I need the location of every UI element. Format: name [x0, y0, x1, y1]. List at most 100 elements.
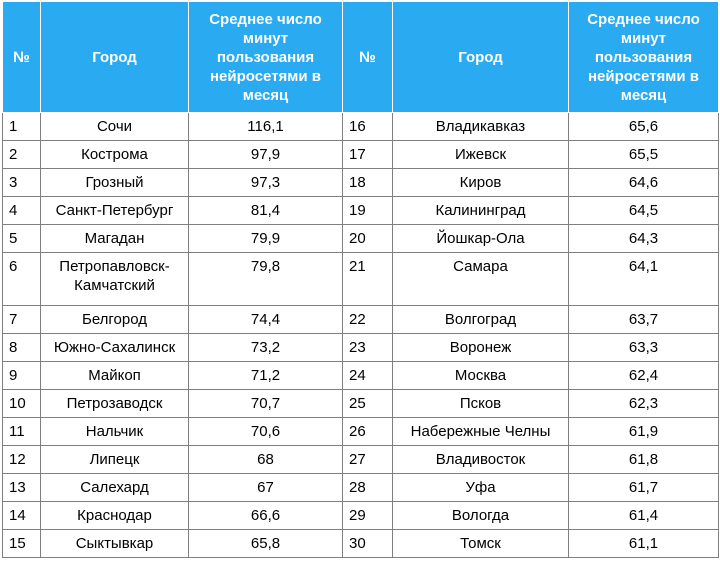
left-value-cell: 71,2 — [188, 361, 343, 390]
right-value-cell: 61,9 — [568, 417, 719, 446]
right-city-cell: Владикавказ — [392, 112, 569, 141]
right-city-cell: Волгоград — [392, 305, 569, 334]
right-city-cell: Калининград — [392, 196, 569, 225]
table-row: 12 Липецк 68 27 Владивосток 61,8 — [2, 445, 719, 474]
right-value-cell: 64,5 — [568, 196, 719, 225]
left-city-cell: Сочи — [40, 112, 189, 141]
table-row: 11 Нальчик 70,6 26 Набережные Челны 61,9 — [2, 417, 719, 446]
left-value-cell: 66,6 — [188, 501, 343, 530]
city-ranking-table: № Город Среднее число минут пользования … — [2, 1, 719, 558]
table-row: 7 Белгород 74,4 22 Волгоград 63,7 — [2, 305, 719, 334]
right-value-cell: 65,6 — [568, 112, 719, 141]
left-num-cell: 6 — [2, 252, 41, 306]
left-city-cell: Нальчик — [40, 417, 189, 446]
left-value-cell: 70,6 — [188, 417, 343, 446]
right-city-cell: Вологда — [392, 501, 569, 530]
table-row: 14 Краснодар 66,6 29 Вологда 61,4 — [2, 501, 719, 530]
table-row: 13 Салехард 67 28 Уфа 61,7 — [2, 473, 719, 502]
left-num-cell: 15 — [2, 529, 41, 558]
left-num-cell: 2 — [2, 140, 41, 169]
right-num-cell: 18 — [342, 168, 393, 197]
left-num-cell: 8 — [2, 333, 41, 362]
left-value-cell: 97,3 — [188, 168, 343, 197]
right-num-cell: 19 — [342, 196, 393, 225]
right-value-cell: 62,4 — [568, 361, 719, 390]
left-city-cell: Южно-Сахалинск — [40, 333, 189, 362]
table-row: 4 Санкт-Петербург 81,4 19 Калининград 64,5 — [2, 196, 719, 225]
right-value-cell: 65,5 — [568, 140, 719, 169]
left-num-cell: 13 — [2, 473, 41, 502]
left-value-cell: 116,1 — [188, 112, 343, 141]
header-num-right: № — [342, 1, 393, 113]
right-num-cell: 20 — [342, 224, 393, 253]
table-row: 10 Петрозаводск 70,7 25 Псков 62,3 — [2, 389, 719, 418]
table-row: 15 Сыктывкар 65,8 30 Томск 61,1 — [2, 529, 719, 558]
right-num-cell: 23 — [342, 333, 393, 362]
left-city-cell: Белгород — [40, 305, 189, 334]
left-city-cell: Сыктывкар — [40, 529, 189, 558]
right-num-cell: 22 — [342, 305, 393, 334]
right-city-cell: Киров — [392, 168, 569, 197]
right-num-cell: 29 — [342, 501, 393, 530]
left-city-cell: Петрозаводск — [40, 389, 189, 418]
table-row: 9 Майкоп 71,2 24 Москва 62,4 — [2, 361, 719, 390]
right-city-cell: Йошкар-Ола — [392, 224, 569, 253]
left-city-cell: Петропавловск-Камчатский — [40, 252, 189, 306]
header-num-left: № — [2, 1, 41, 113]
left-num-cell: 14 — [2, 501, 41, 530]
left-value-cell: 73,2 — [188, 333, 343, 362]
table-row: 5 Магадан 79,9 20 Йошкар-Ола 64,3 — [2, 224, 719, 253]
left-city-cell: Грозный — [40, 168, 189, 197]
header-value-right: Среднее число минут пользования нейросет… — [568, 1, 719, 113]
right-city-cell: Москва — [392, 361, 569, 390]
right-num-cell: 28 — [342, 473, 393, 502]
left-city-cell: Кострома — [40, 140, 189, 169]
left-num-cell: 1 — [2, 112, 41, 141]
table-row: 3 Грозный 97,3 18 Киров 64,6 — [2, 168, 719, 197]
right-num-cell: 21 — [342, 252, 393, 306]
right-num-cell: 27 — [342, 445, 393, 474]
right-num-cell: 16 — [342, 112, 393, 141]
right-num-cell: 26 — [342, 417, 393, 446]
left-value-cell: 67 — [188, 473, 343, 502]
right-city-cell: Псков — [392, 389, 569, 418]
header-city-left: Город — [40, 1, 189, 113]
right-value-cell: 61,7 — [568, 473, 719, 502]
left-num-cell: 12 — [2, 445, 41, 474]
right-num-cell: 25 — [342, 389, 393, 418]
right-city-cell: Владивосток — [392, 445, 569, 474]
left-num-cell: 11 — [2, 417, 41, 446]
header-city-right: Город — [392, 1, 569, 113]
right-city-cell: Набережные Челны — [392, 417, 569, 446]
left-city-cell: Магадан — [40, 224, 189, 253]
right-value-cell: 61,1 — [568, 529, 719, 558]
right-city-cell: Уфа — [392, 473, 569, 502]
right-value-cell: 61,8 — [568, 445, 719, 474]
left-num-cell: 5 — [2, 224, 41, 253]
left-num-cell: 7 — [2, 305, 41, 334]
table-row: 2 Кострома 97,9 17 Ижевск 65,5 — [2, 140, 719, 169]
left-value-cell: 68 — [188, 445, 343, 474]
left-value-cell: 74,4 — [188, 305, 343, 334]
header-row: № Город Среднее число минут пользования … — [2, 1, 719, 113]
right-num-cell: 30 — [342, 529, 393, 558]
right-value-cell: 62,3 — [568, 389, 719, 418]
left-value-cell: 79,8 — [188, 252, 343, 306]
left-city-cell: Санкт-Петербург — [40, 196, 189, 225]
right-city-cell: Томск — [392, 529, 569, 558]
right-city-cell: Воронеж — [392, 333, 569, 362]
left-num-cell: 3 — [2, 168, 41, 197]
left-value-cell: 79,9 — [188, 224, 343, 253]
right-value-cell: 61,4 — [568, 501, 719, 530]
right-value-cell: 64,3 — [568, 224, 719, 253]
left-city-cell: Краснодар — [40, 501, 189, 530]
left-value-cell: 81,4 — [188, 196, 343, 225]
table-row: 8 Южно-Сахалинск 73,2 23 Воронеж 63,3 — [2, 333, 719, 362]
left-num-cell: 9 — [2, 361, 41, 390]
right-num-cell: 17 — [342, 140, 393, 169]
right-value-cell: 64,6 — [568, 168, 719, 197]
right-num-cell: 24 — [342, 361, 393, 390]
left-value-cell: 65,8 — [188, 529, 343, 558]
right-city-cell: Ижевск — [392, 140, 569, 169]
left-num-cell: 4 — [2, 196, 41, 225]
